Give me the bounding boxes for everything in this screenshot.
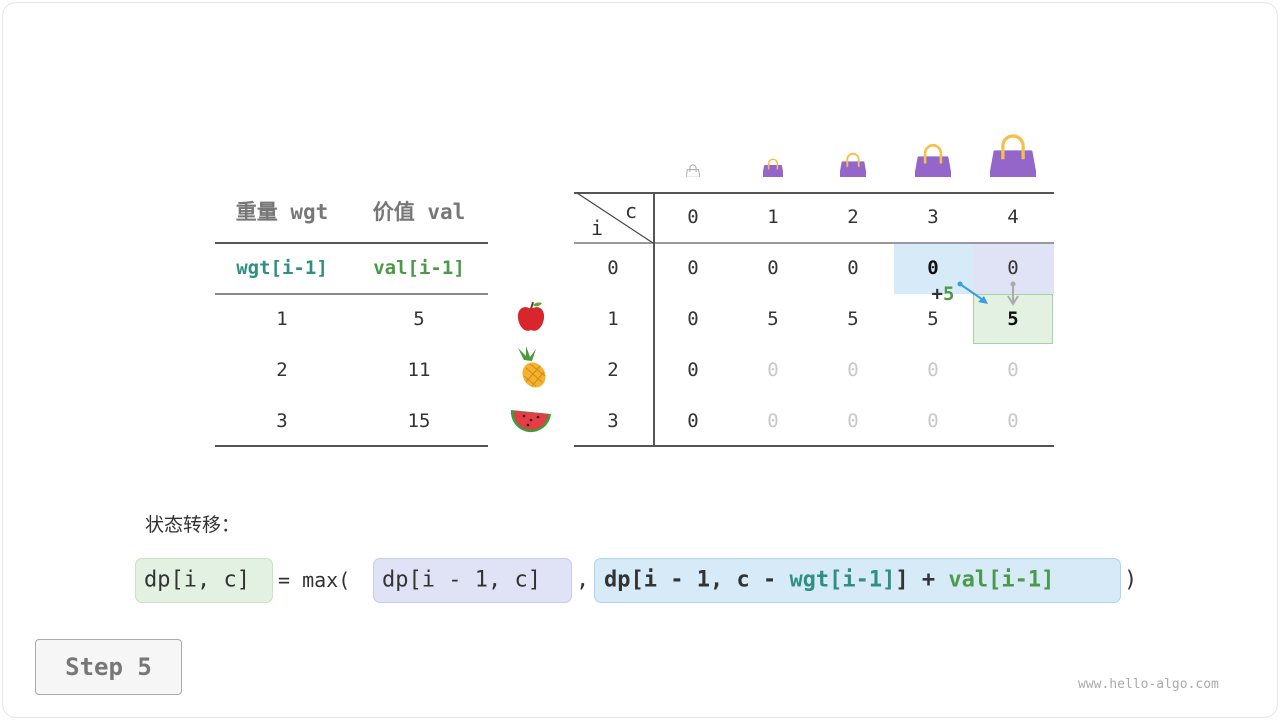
apple-icon — [517, 301, 545, 331]
dp-cell: 0 — [927, 410, 939, 432]
formula-arg1: dp[i - 1, c] — [382, 567, 541, 593]
dp-cell: 0 — [767, 359, 779, 381]
pineapple-icon — [518, 346, 546, 388]
formula-label: 状态转移： — [145, 514, 241, 536]
dp-cell: 5 — [927, 308, 939, 330]
arrow-head — [978, 296, 988, 304]
dp-cell: 5 — [847, 308, 859, 330]
arg2-box — [594, 558, 1121, 603]
dp-cell: 0 — [847, 359, 859, 381]
step-button[interactable]: Step 5 — [35, 639, 182, 695]
bag-icon — [763, 158, 783, 177]
arg1-box — [373, 558, 572, 603]
col-header: 1 — [767, 206, 779, 228]
dp-cell: 0 — [927, 257, 939, 279]
formula-arg2: dp[i - 1, c - wgt[i-1]] + val[i-1] — [604, 567, 1055, 593]
bag-icon — [840, 153, 866, 177]
val-cell: 15 — [407, 410, 431, 432]
header-value: 价值 val — [372, 200, 466, 224]
col-header: 2 — [847, 206, 859, 228]
dp-cell: 0 — [847, 410, 859, 432]
lhs-box — [135, 558, 273, 603]
dp-cell: 5 — [767, 308, 779, 330]
wgt-cell: 3 — [276, 410, 288, 432]
dp-cell: 0 — [1007, 257, 1019, 279]
formula-lhs: dp[i, c] — [144, 567, 250, 593]
val-cell: 5 — [413, 308, 425, 330]
row-header: 3 — [607, 410, 619, 432]
dp-cell: 0 — [767, 257, 779, 279]
header-weight: 重量 wgt — [235, 200, 329, 224]
watermelon-icon — [510, 410, 551, 433]
row-header: 0 — [607, 257, 619, 279]
row-header: 2 — [607, 359, 619, 381]
formula-eq: = max( — [278, 568, 351, 592]
formula-close: ) — [1124, 567, 1138, 593]
dp-cell: 0 — [1007, 359, 1019, 381]
bag-icon — [915, 143, 951, 177]
formula-comma: , — [576, 567, 590, 593]
col-header: 4 — [1007, 206, 1019, 228]
bag-icon — [990, 134, 1036, 177]
watermark: www.hello-algo.com — [1078, 677, 1219, 692]
val-cell: 11 — [407, 359, 431, 381]
dp-cell: 0 — [1007, 410, 1019, 432]
dp-cell: 0 — [687, 308, 699, 330]
increment-annotation: +5 — [931, 283, 955, 305]
bag-icon — [686, 164, 700, 177]
col-header: 3 — [927, 206, 939, 228]
corner-row-label: i — [590, 216, 604, 240]
dp-cell: 0 — [687, 410, 699, 432]
wgt-cell: 1 — [276, 308, 288, 330]
corner-diagonal — [576, 192, 654, 243]
dp-cell: 0 — [767, 410, 779, 432]
dp-cell: 0 — [847, 257, 859, 279]
subheader-wgt: wgt[i-1] — [236, 257, 328, 279]
row-header: 1 — [607, 308, 619, 330]
dp-cell: 0 — [687, 359, 699, 381]
corner-col-label: c — [624, 199, 638, 223]
subheader-val: val[i-1] — [373, 257, 465, 279]
transition-arrows — [957, 281, 1019, 306]
dp-cell: 0 — [687, 257, 699, 279]
col-header: 0 — [687, 206, 699, 228]
dp-cell: 5 — [1007, 308, 1019, 330]
wgt-cell: 2 — [276, 359, 288, 381]
dp-cell: 0 — [927, 359, 939, 381]
